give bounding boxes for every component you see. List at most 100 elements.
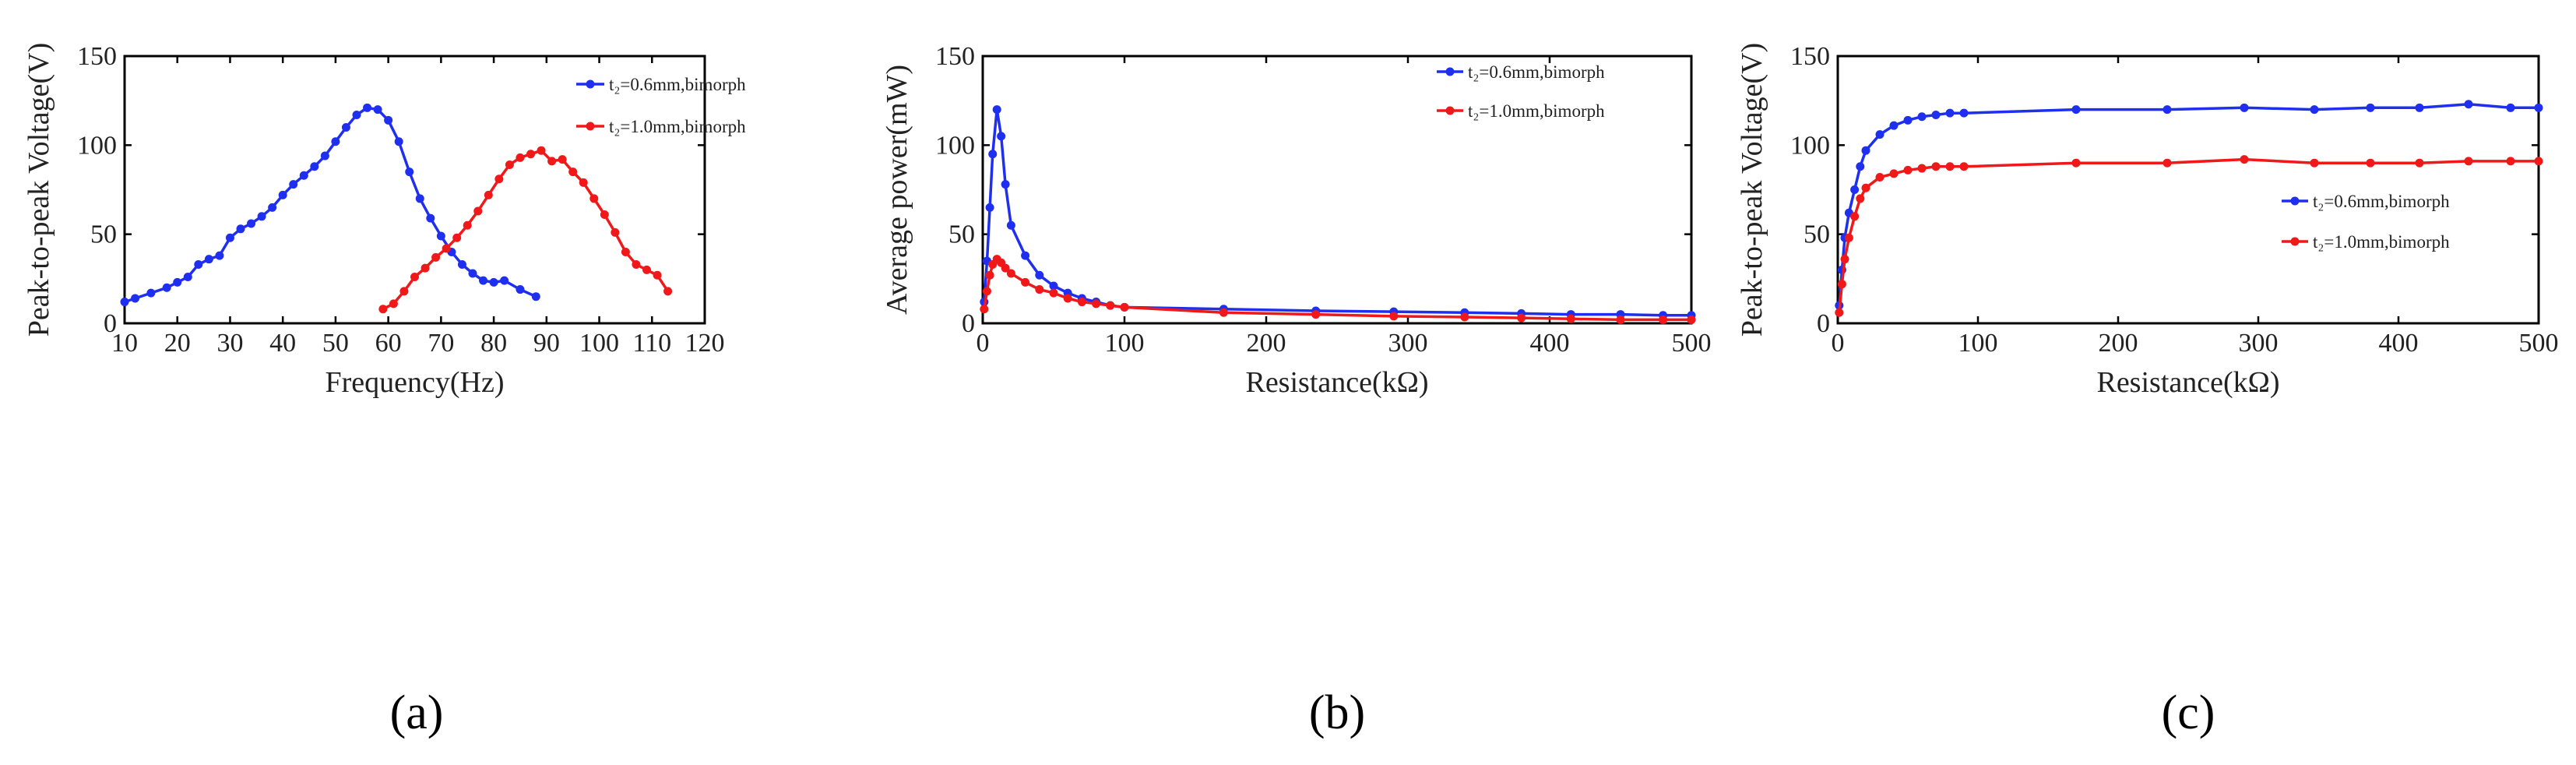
plot-frame	[123, 55, 706, 325]
data-point	[1931, 110, 1941, 119]
legend-label: t₂=1.0mm,bimorph	[2313, 232, 2450, 252]
x-tick-label: 40	[269, 329, 296, 358]
data-point	[473, 206, 483, 216]
data-point	[2240, 103, 2249, 112]
data-point	[1861, 183, 1870, 192]
data-point	[988, 150, 998, 159]
data-point	[1875, 172, 1884, 182]
data-point	[2071, 105, 2081, 115]
data-point	[1959, 108, 1969, 118]
data-point	[363, 103, 372, 112]
data-point	[1945, 108, 1955, 118]
data-point	[985, 203, 994, 212]
data-point	[405, 167, 414, 177]
y-tick-label: 100	[935, 131, 975, 160]
data-point	[247, 219, 256, 228]
data-point	[1889, 121, 1899, 130]
data-point	[1889, 169, 1899, 178]
data-point	[1687, 315, 1696, 324]
data-point	[642, 265, 651, 274]
data-point	[320, 151, 329, 160]
data-point	[373, 105, 382, 115]
data-point	[257, 212, 266, 221]
x-tick-label: 90	[533, 329, 560, 358]
y-tick-label: 100	[77, 131, 117, 160]
legend-marker	[1445, 106, 1455, 115]
data-point	[268, 203, 277, 212]
data-point	[415, 194, 424, 203]
data-point	[494, 175, 504, 184]
legend-marker	[586, 79, 595, 89]
y-tick-label: 50	[948, 220, 975, 249]
data-point	[1021, 277, 1030, 287]
data-point	[611, 227, 620, 237]
series-line-1	[983, 108, 1691, 317]
data-point	[1616, 315, 1625, 324]
data-point	[1035, 270, 1044, 280]
y-tick-label: 150	[77, 42, 117, 71]
legend-label: t₂=0.6mm,bimorph	[2313, 192, 2450, 211]
data-point	[194, 260, 203, 270]
data-point	[2534, 157, 2543, 166]
data-point	[399, 287, 409, 296]
y-tick-label: 100	[1790, 131, 1830, 160]
data-point	[2071, 158, 2081, 167]
y-tick-label: 0	[962, 309, 975, 338]
data-point	[1903, 115, 1913, 125]
data-point	[997, 132, 1006, 141]
data-point	[1006, 220, 1015, 230]
x-tick-label: 60	[375, 329, 402, 358]
x-tick-label: 10	[111, 329, 138, 358]
data-point	[2415, 103, 2424, 112]
data-point	[225, 233, 234, 242]
x-tick-label: 200	[2099, 329, 2138, 358]
data-point	[980, 305, 989, 314]
data-point	[1835, 308, 1844, 317]
plot-frame	[1836, 55, 2540, 325]
data-point	[384, 115, 393, 125]
data-point	[600, 210, 609, 220]
plot-frame	[981, 55, 1693, 325]
data-point	[1931, 162, 1941, 171]
legend-label: t₂=0.6mm,bimorph	[1468, 62, 1605, 82]
data-point	[2415, 158, 2424, 167]
data-point	[992, 105, 1001, 115]
data-point	[352, 110, 361, 119]
data-point	[516, 285, 525, 294]
data-point	[526, 150, 535, 159]
data-point	[1917, 164, 1927, 173]
data-point	[516, 153, 525, 162]
data-point	[1837, 280, 1846, 289]
data-point	[1006, 269, 1015, 278]
legend-marker	[586, 122, 595, 131]
x-tick-label: 500	[2519, 329, 2559, 358]
data-point	[394, 137, 403, 146]
data-point	[1856, 162, 1865, 171]
data-point	[410, 273, 419, 282]
data-point	[463, 220, 472, 230]
data-point	[1035, 285, 1044, 294]
x-axis-label: Resistance(kΩ)	[1245, 366, 1428, 399]
x-tick-label: 100	[1958, 329, 1998, 358]
data-point	[1120, 302, 1129, 312]
data-point	[1106, 301, 1115, 310]
data-point	[568, 167, 578, 177]
data-point	[1049, 288, 1058, 298]
y-tick-label: 50	[90, 220, 117, 249]
data-point	[1001, 263, 1010, 273]
y-tick-label: 0	[1817, 309, 1830, 338]
data-point	[2464, 157, 2473, 166]
x-tick-label: 400	[1530, 329, 1570, 358]
data-point	[1945, 162, 1955, 171]
data-point	[982, 287, 991, 296]
data-point	[2163, 105, 2172, 115]
data-point	[2366, 158, 2375, 167]
data-point	[1092, 299, 1101, 308]
x-tick-label: 300	[1388, 329, 1428, 358]
panel-label: (c)	[2162, 686, 2215, 739]
data-point	[1917, 112, 1927, 122]
legend-marker	[2290, 237, 2300, 246]
legend-marker	[1445, 67, 1455, 76]
data-point	[2310, 158, 2319, 167]
